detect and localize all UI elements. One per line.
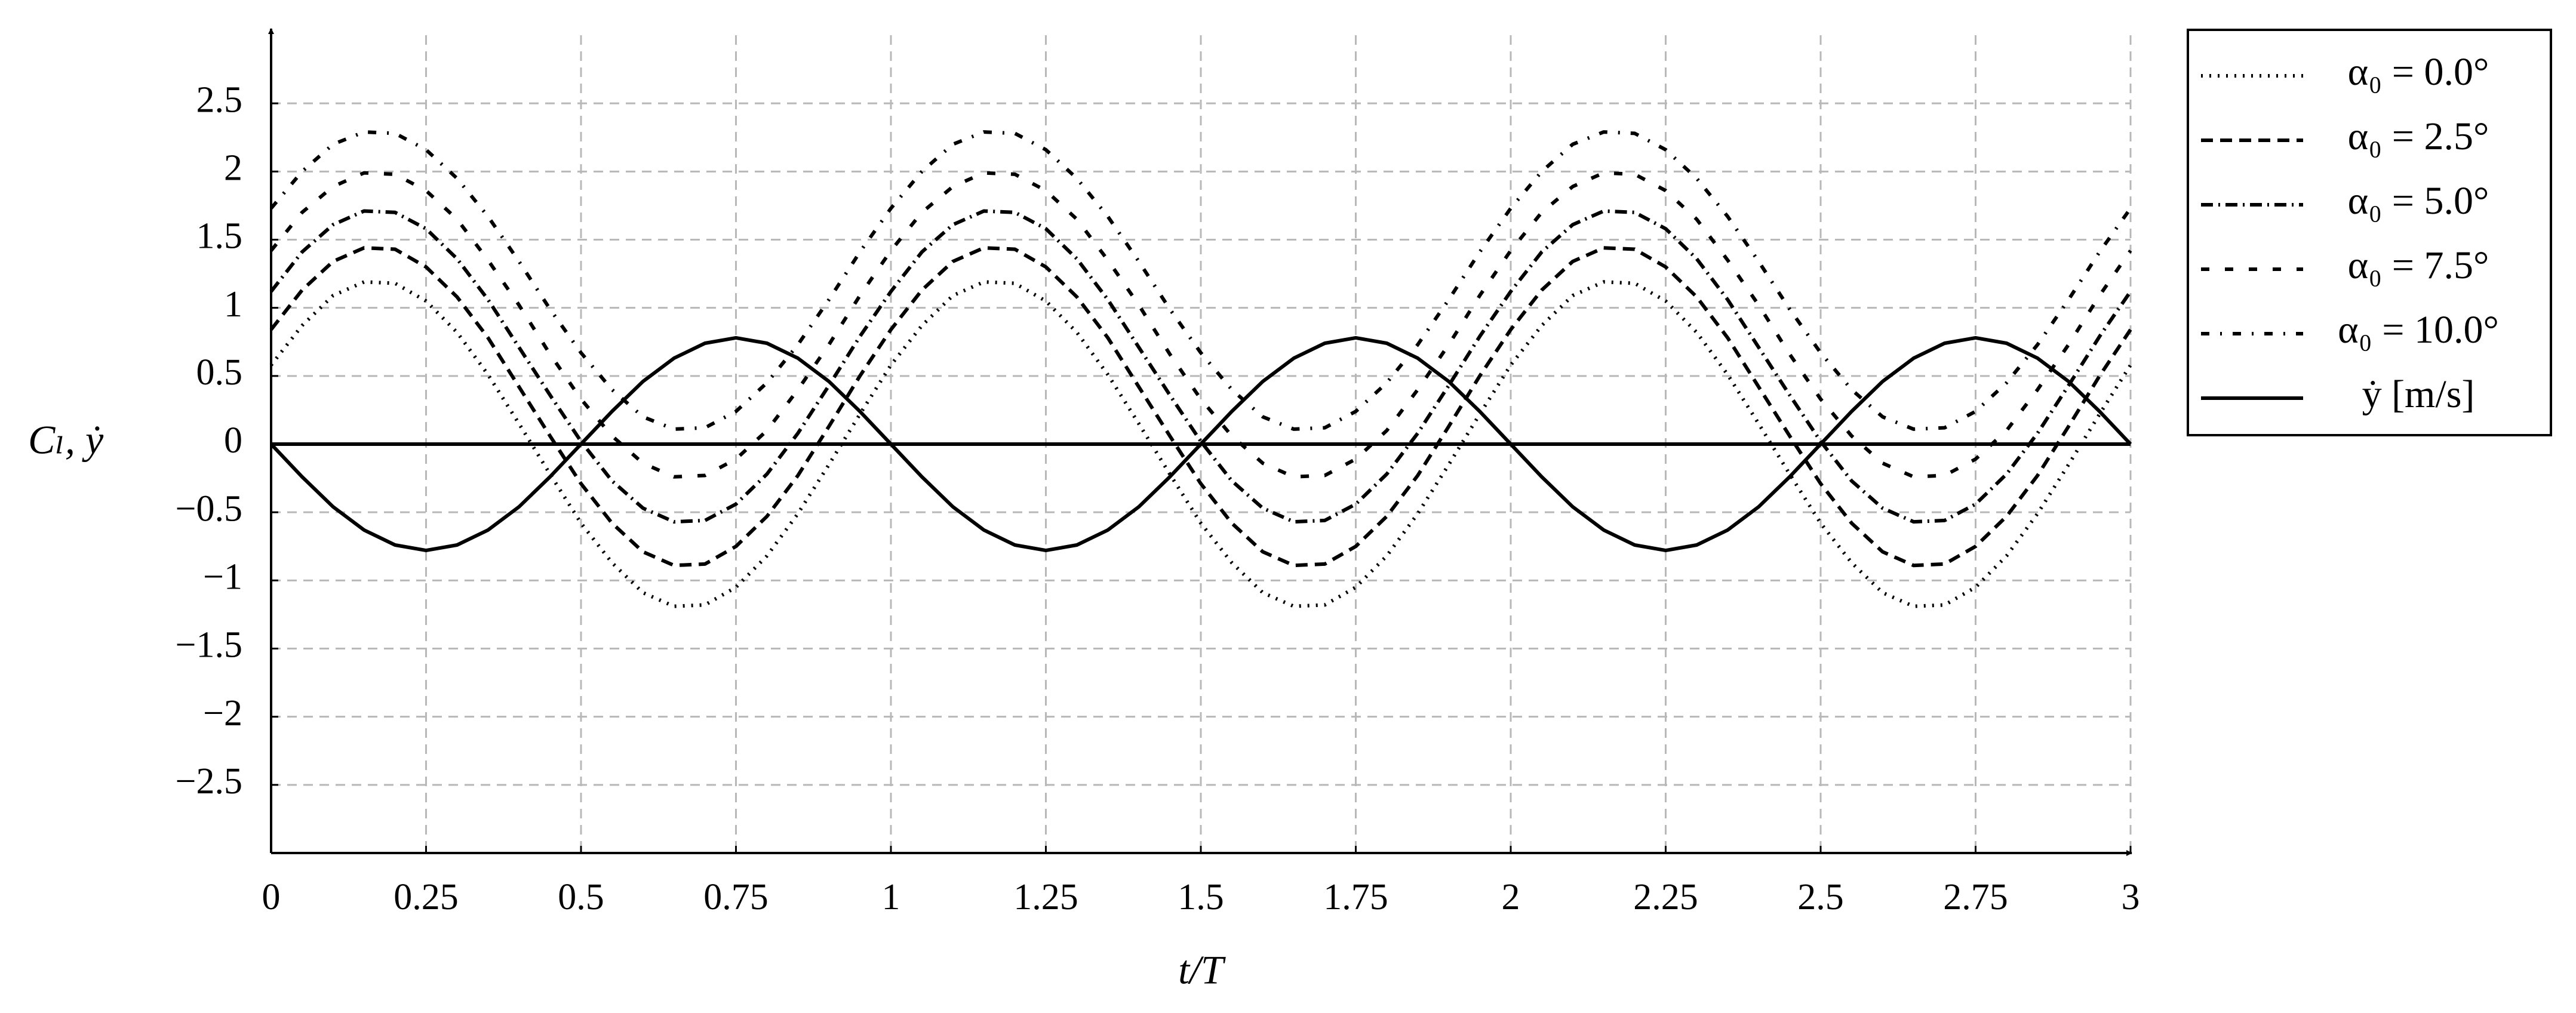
y-tick-label: 2.5 xyxy=(196,79,243,120)
y-tick-label: 1.5 xyxy=(196,216,243,257)
legend-label: α₀ = 2.5° xyxy=(2348,115,2489,158)
y-tick-label: 1 xyxy=(224,284,242,325)
x-tick-label: 2.25 xyxy=(1633,877,1698,917)
series-line xyxy=(269,209,2132,524)
legend-label: α₀ = 10.0° xyxy=(2338,308,2499,352)
legend-label: ẏ [m/s] xyxy=(2362,372,2475,416)
x-tick-label: 0.25 xyxy=(394,877,459,917)
legend-box xyxy=(2187,29,2552,436)
series-line xyxy=(269,246,2132,568)
x-tick-label: 3 xyxy=(2122,877,2140,917)
series-line xyxy=(269,171,2132,479)
legend-label: α₀ = 0.0° xyxy=(2348,50,2489,94)
x-tick-label: 2.75 xyxy=(1943,877,2008,917)
x-tick-label: 1.75 xyxy=(1323,877,1388,917)
x-tick-label: 0.75 xyxy=(703,877,769,917)
y-tick-label: −2 xyxy=(203,693,242,734)
series-line xyxy=(269,335,2132,553)
x-tick-label: 1.5 xyxy=(1178,877,1224,917)
x-tick-label: 0.5 xyxy=(558,877,604,917)
y-tick-label: 0 xyxy=(224,420,242,461)
legend-label: α₀ = 7.5° xyxy=(2348,244,2489,287)
y-tick-label: 0.5 xyxy=(196,352,243,393)
y-tick-label: −1 xyxy=(203,557,242,598)
y-tick-label: 2 xyxy=(224,148,242,189)
x-tick-label: 1 xyxy=(882,877,900,917)
x-tick-label: 1.25 xyxy=(1013,877,1078,917)
y-axis-label: Cₗ, ẏ xyxy=(28,417,104,463)
x-axis-label: t/T xyxy=(1178,947,1226,993)
x-tick-label: 2.5 xyxy=(1797,877,1844,917)
legend-label: α₀ = 5.0° xyxy=(2348,179,2489,223)
y-tick-label: −2.5 xyxy=(176,761,242,802)
x-tick-label: 0 xyxy=(262,877,281,917)
x-tick-label: 2 xyxy=(1502,877,1520,917)
y-tick-label: −0.5 xyxy=(176,488,242,529)
series-line xyxy=(269,280,2132,608)
series-line xyxy=(269,130,2132,431)
y-tick-label: −1.5 xyxy=(176,625,242,666)
